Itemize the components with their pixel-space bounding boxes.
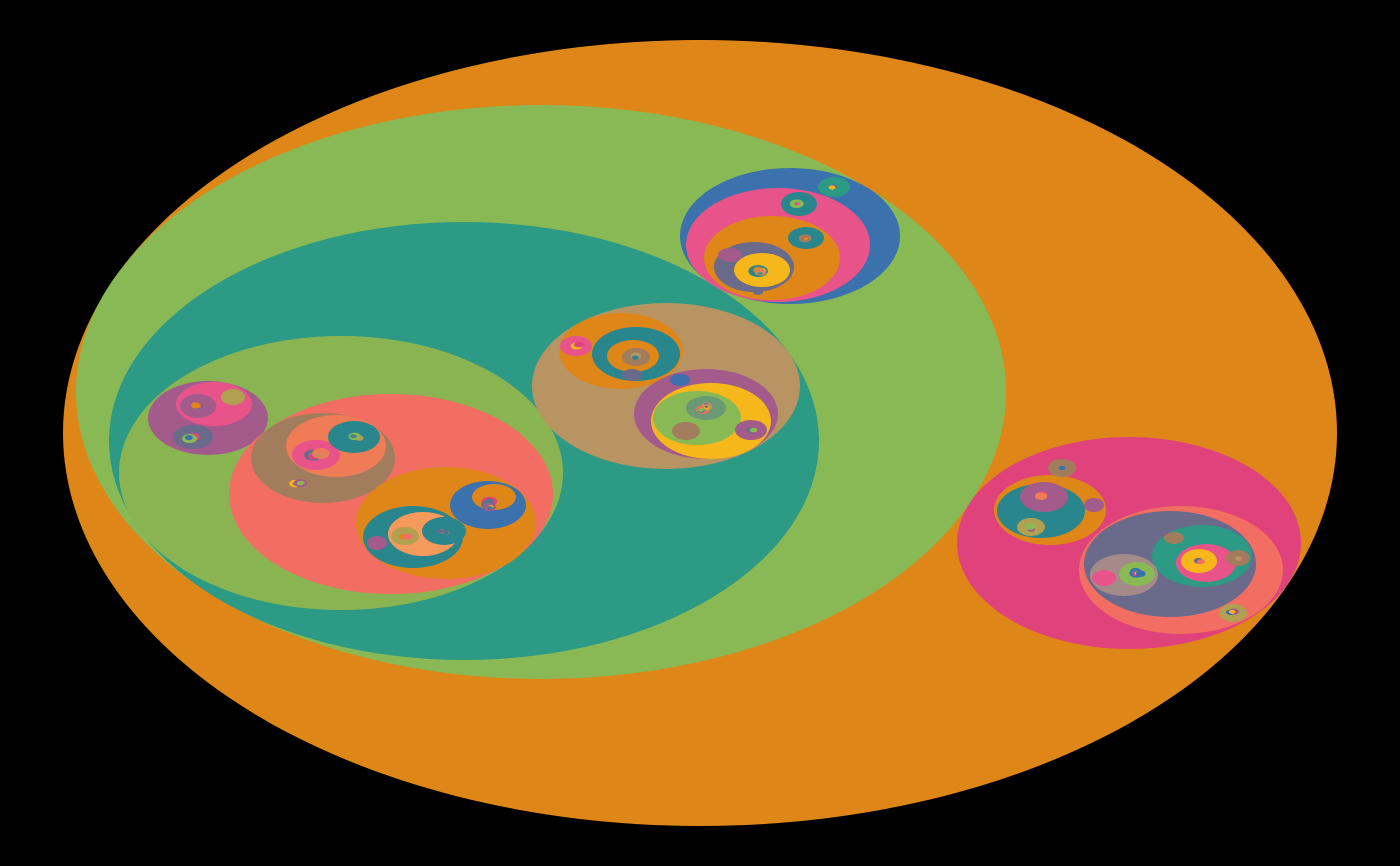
leaf-b-2a-5-ellipse	[1092, 570, 1116, 586]
leaf-a2-1a-2-detail	[757, 271, 763, 275]
leaf-a1b-2c-detail	[704, 405, 709, 408]
leaf-a1a-2b-6-ellipse	[367, 536, 387, 550]
leaf-a1a-2a-3-detail	[352, 435, 357, 438]
leaf-a1a-1b-detail	[184, 435, 193, 441]
leaf-b-2a-2-detail	[1196, 559, 1205, 565]
leaf-a2-1a-3-ellipse	[718, 248, 742, 262]
leaf-a1a-1a-side	[221, 389, 245, 405]
leaf-a1a-2b-5-detail	[402, 533, 413, 540]
leaf-a1b-2e-detail	[749, 427, 758, 433]
leaf-a2-1b-detail	[794, 202, 800, 206]
leaf-a1b-2c-detail	[698, 408, 704, 412]
leaf-a1a-2a-2-detail	[317, 451, 325, 456]
leaf-a1b-2f-ellipse	[670, 374, 690, 386]
leaf-a1b-1b-detail	[574, 341, 584, 348]
leaf-b-1e-ellipse	[1084, 498, 1104, 512]
leaf-a2-2-detail	[828, 185, 836, 190]
leaf-b-2a-6-detail	[1235, 556, 1242, 561]
leaf-a1a-2b-4-detail	[436, 529, 444, 534]
leaf-a1a-1a-detail	[190, 402, 201, 409]
leaf-b-2a-7-detail	[1229, 609, 1236, 614]
leaf-a1b-1c-ellipse	[622, 369, 642, 381]
leaf-a1a-2b-4-detail	[441, 529, 447, 533]
leaf-b-1b-detail	[1037, 493, 1045, 499]
leaf-b-1d-detail	[1058, 465, 1066, 471]
leaf-a1a-2b-2-detail	[487, 506, 493, 510]
leaf-a2-1a-2-detail	[758, 270, 762, 273]
leaf-a1b-1a-detail	[631, 355, 639, 360]
leaf-a1a-2a-4-detail	[296, 481, 304, 486]
leaf-b-2a-3-detail	[1135, 570, 1146, 577]
leaf-a2-1c-detail	[803, 237, 809, 240]
leaf-b-1c-detail	[1024, 522, 1036, 530]
leaf-a2-3-ellipse	[753, 289, 763, 295]
leaf-a1b-2d-detail	[680, 427, 690, 434]
leaf-b-2a-8-ellipse	[1164, 532, 1184, 544]
